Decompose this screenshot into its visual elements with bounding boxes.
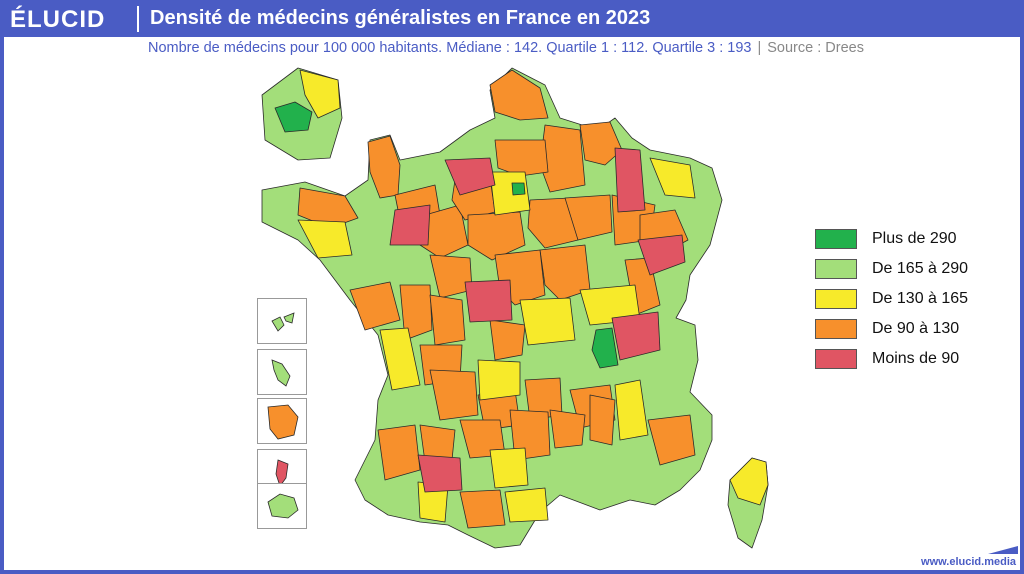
legend-swatch [815, 229, 857, 249]
dept-creuse [489, 319, 526, 361]
mayotte-shape [275, 459, 289, 487]
dept-deux-sevres [399, 284, 433, 341]
dept-rhone-g [591, 327, 619, 369]
dept-lozere [549, 409, 586, 449]
source-text: Source : Drees [767, 40, 864, 56]
guyane-shape [267, 404, 299, 440]
dept-aveyron [509, 409, 551, 461]
dept-ain-r [611, 311, 661, 361]
legend-label: De 130 à 165 [872, 290, 969, 307]
dept-vienne [429, 294, 466, 346]
legend-swatch [815, 289, 857, 309]
dept-finistere-y [297, 219, 353, 259]
martinique-shape [271, 359, 291, 387]
dept-herault-y [504, 487, 549, 523]
dept-isere [647, 414, 696, 466]
dept-ardennes [579, 121, 623, 166]
dept-haute-saone-r [637, 234, 686, 276]
legend-swatch [815, 319, 857, 339]
dept-indre-r [464, 279, 513, 323]
dept-allier-y [519, 297, 576, 346]
dept-aube [564, 194, 613, 241]
dept-paris-g [511, 182, 526, 196]
legend-label: Plus de 290 [872, 230, 957, 247]
legend-label: De 90 à 130 [872, 320, 960, 337]
legend-label: De 165 à 290 [872, 260, 969, 277]
header-bar: ÉLUCID Densité de médecins généralistes … [0, 0, 1024, 37]
dept-meuse-r [614, 147, 646, 213]
subtitle-text: Nombre de médecins pour 100 000 habitant… [148, 40, 752, 56]
martinique-inset [257, 349, 307, 395]
dept-vendee [349, 281, 401, 331]
dept-puy-y [477, 359, 521, 401]
footer-logo-mark [988, 546, 1018, 554]
legend-swatch [815, 349, 857, 369]
dept-tarn-garonne-r [417, 454, 463, 493]
idf-green [274, 101, 313, 133]
corsica-north [729, 457, 769, 506]
page-title: Densité de médecins généralistes en Fran… [150, 7, 651, 29]
dept-ardeche [589, 394, 616, 446]
dept-tarn-y [489, 447, 529, 489]
idf-yellow [299, 69, 341, 119]
dept-ardennes-y [649, 157, 696, 199]
legend-label: Moins de 90 [872, 350, 960, 367]
dept-somme-r [444, 157, 496, 196]
brand-logo: ÉLUCID [10, 6, 106, 33]
header-divider [137, 6, 139, 32]
guyane-inset [257, 398, 307, 444]
guadeloupe-shape [271, 312, 295, 332]
dept-dordogne [429, 369, 479, 421]
legend-swatch [815, 259, 857, 279]
dept-orne-r [389, 204, 431, 246]
dept-landes [377, 424, 421, 481]
subtitle-separator: | [757, 40, 762, 56]
dept-drome-y [614, 379, 649, 441]
dept-yonne [527, 197, 579, 249]
dept-nievre [539, 244, 591, 301]
dept-vienne-y [379, 327, 421, 391]
subtitle: Nombre de médecins pour 100 000 habitant… [148, 40, 864, 56]
reunion-shape [267, 493, 299, 519]
dept-aisne [494, 139, 549, 177]
dept-nord [489, 69, 549, 121]
reunion-inset [257, 483, 307, 529]
dept-aude [459, 489, 506, 529]
footer-url[interactable]: www.elucid.media [921, 556, 1016, 568]
guadeloupe-inset [257, 298, 307, 344]
